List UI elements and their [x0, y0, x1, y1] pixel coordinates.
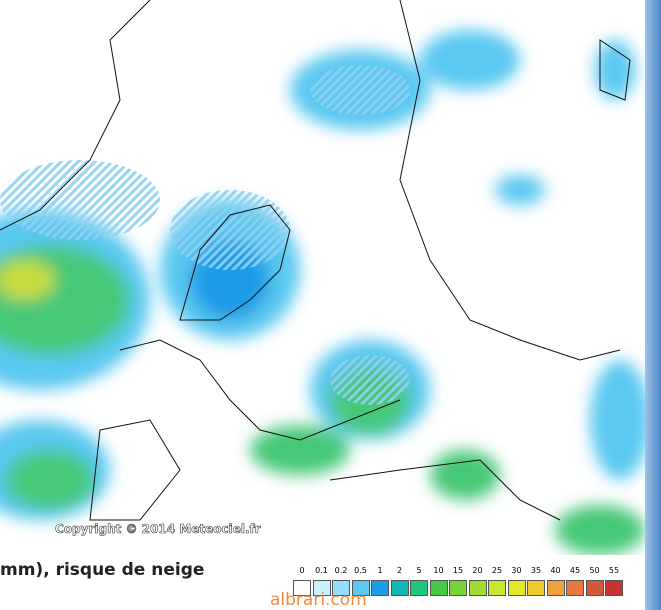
legend-label: 0 [299, 566, 305, 575]
legend-swatch [293, 580, 311, 596]
legend-swatch [605, 580, 623, 596]
map-title: mm), risque de neige [0, 560, 205, 580]
legend-label: 55 [608, 566, 620, 575]
legend-swatch [507, 580, 526, 596]
legend-label: 30 [511, 566, 522, 575]
legend-label: 25 [491, 566, 503, 575]
weather-map: Copyright © 2014 Meteociel.fr [0, 0, 645, 555]
legend-swatch [449, 580, 467, 596]
legend-swatch [585, 580, 604, 596]
legend-swatch [429, 580, 448, 596]
snow-risk-hatching [0, 65, 410, 405]
window-frame [645, 0, 661, 610]
legend-label: 0.5 [354, 566, 367, 575]
legend-label: 15 [452, 566, 464, 575]
legend-label: 0.2 [334, 566, 348, 575]
legend-swatch [488, 580, 506, 596]
legend-label: 5 [416, 566, 422, 575]
copyright: Copyright © 2014 Meteociel.fr [55, 522, 261, 536]
legend-label: 35 [530, 566, 542, 575]
legend-swatch [566, 580, 584, 596]
legend-swatch [371, 580, 389, 596]
legend-label: 50 [589, 566, 600, 575]
legend-swatch [351, 580, 370, 596]
legend-swatch [390, 580, 409, 596]
legend-swatch [332, 580, 350, 596]
legend-label: 10 [433, 566, 444, 575]
legend-swatch [312, 580, 331, 596]
legend-label: 1 [377, 566, 383, 575]
legend-swatch [410, 580, 428, 596]
legend-swatch [527, 580, 545, 596]
legend-label: 0.1 [315, 566, 328, 575]
legend-label: 40 [550, 566, 561, 575]
legend-swatch [546, 580, 565, 596]
legend-label: 2 [396, 566, 403, 575]
legend-swatch [468, 580, 487, 596]
coastlines [0, 0, 631, 521]
legend-label: 20 [472, 566, 483, 575]
watermark: albrari.com [270, 590, 367, 610]
legend-label: 45 [569, 566, 581, 575]
